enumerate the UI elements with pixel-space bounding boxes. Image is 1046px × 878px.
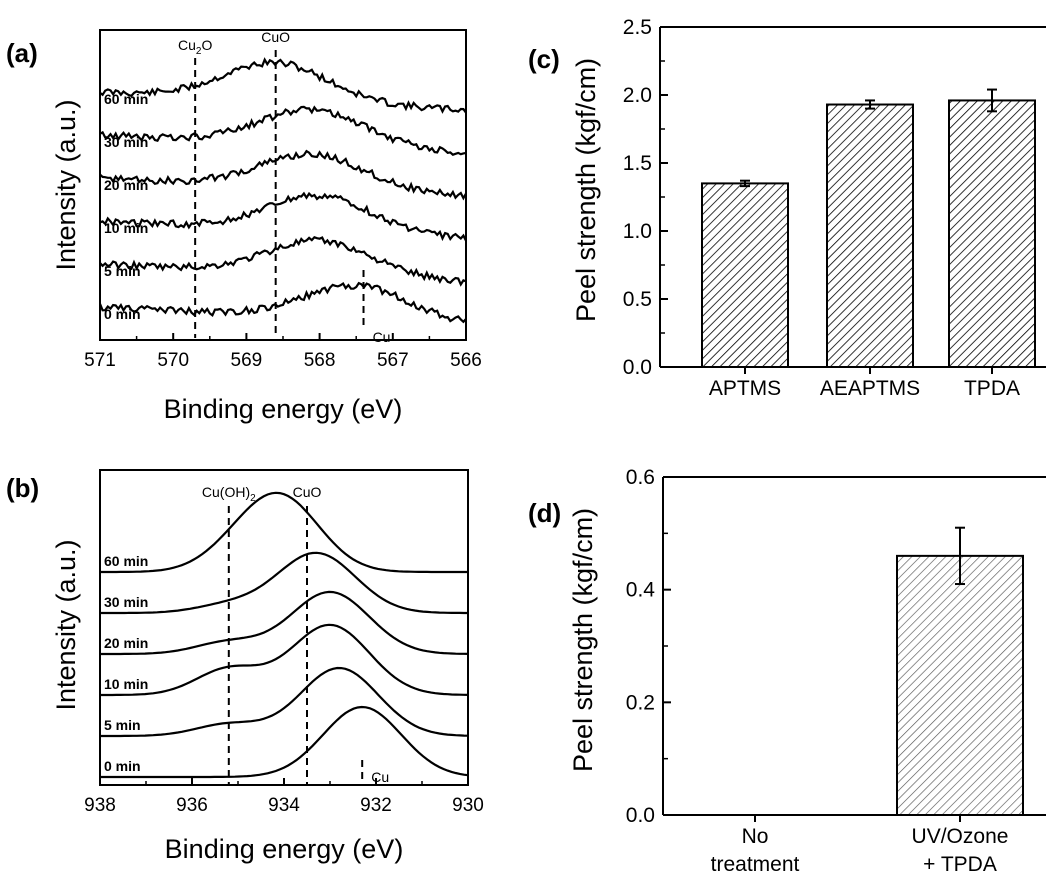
x-category-label: UV/Ozone: [912, 825, 1009, 848]
reference-label: Cu: [373, 329, 391, 345]
y-tick-label: 0.2: [626, 691, 655, 714]
panel-a-xps-o1s: (a) 571 570 569 568 567 566 Cu2O CuO Cu 60 min 3…: [6, 29, 482, 424]
series-label: 5 min: [104, 263, 141, 279]
spectrum-curve-60-min: [100, 491, 468, 574]
x-tick-label: 932: [360, 795, 392, 816]
x-tick-label: 571: [84, 350, 116, 371]
spectrum-curve-30-min: [100, 551, 468, 615]
panel-c-y-axis-title: Peel strength (kgf/cm): [571, 58, 601, 322]
spectrum-curve-30-min: [99, 105, 467, 156]
y-tick-label: 0.0: [626, 804, 655, 827]
reference-label: Cu(OH)2: [202, 484, 256, 504]
y-tick-label: 1.0: [623, 220, 652, 243]
x-tick-label: 566: [450, 350, 482, 371]
x-tick-label: 569: [231, 350, 263, 371]
spectrum-curve-10-min: [100, 623, 469, 697]
reference-label: Cu2O: [178, 37, 212, 57]
panel-a-label: (a): [6, 38, 38, 68]
spectrum-curve-5-min: [99, 236, 467, 287]
bar-2: [948, 99, 1036, 368]
x-category-label: AEAPTMS: [820, 377, 920, 400]
series-label: 60 min: [104, 553, 148, 569]
x-tick-label: 568: [304, 350, 336, 371]
panel-c-bar-chart: (c) 0.0 0.5 1.0 1.5 2.0 2.5 APTMS AEAPTMS TPDA P…: [528, 16, 1046, 400]
bar-1: [826, 103, 914, 369]
x-tick-label: 930: [452, 795, 484, 816]
y-tick-label: 0.0: [623, 356, 652, 379]
series-label: 60 min: [104, 91, 148, 107]
series-label: 20 min: [104, 177, 148, 193]
spectrum-curve-20-min: [100, 590, 469, 656]
panel-b-frame: [99, 469, 469, 786]
x-category-label: No: [742, 825, 769, 848]
series-label: 10 min: [104, 676, 148, 692]
bar-0: [701, 182, 789, 368]
series-label: 30 min: [104, 134, 148, 150]
y-tick-label: 0.4: [626, 579, 656, 602]
reference-label: CuO: [261, 29, 290, 45]
panel-b-y-axis-title: Intensity (a.u.): [51, 539, 81, 710]
panel-b-x-axis-title: Binding energy (eV): [165, 834, 404, 864]
panel-a-y-axis-title: Intensity (a.u.): [51, 99, 81, 270]
y-tick-label: 1.5: [623, 152, 652, 175]
series-label: 0 min: [104, 306, 141, 322]
panel-b-xps-cu2p: (b) 938 936 934 932 930 Cu(OH)2 CuO Cu 60 min 3…: [6, 469, 484, 864]
panel-a-x-axis-title: Binding energy (eV): [164, 394, 403, 424]
spectrum-curve-0-min: [100, 705, 469, 779]
panel-d-label: (d): [528, 498, 561, 528]
x-tick-label: 567: [377, 350, 409, 371]
spectrum-curve-10-min: [99, 191, 467, 242]
y-tick-label: 2.0: [623, 84, 652, 107]
reference-label: Cu: [371, 769, 389, 785]
series-label: 5 min: [104, 717, 141, 733]
spectrum-curve-0-min: [98, 281, 467, 324]
x-category-label: TPDA: [964, 377, 1020, 400]
x-category-label: APTMS: [709, 377, 781, 400]
panel-d-y-axis-title: Peel strength (kgf/cm): [568, 508, 598, 772]
spectrum-curve-5-min: [100, 666, 469, 738]
y-tick-label: 2.5: [623, 16, 652, 39]
x-tick-label: 936: [176, 795, 208, 816]
spectrum-curve-20-min: [99, 149, 467, 201]
bar-1: [896, 554, 1024, 816]
panel-b-label: (b): [6, 473, 39, 503]
y-tick-label: 0.6: [626, 466, 655, 489]
x-tick-label: 938: [84, 795, 116, 816]
spectrum-curve-60-min: [99, 57, 467, 114]
x-tick-label: 934: [268, 795, 300, 816]
panel-c-label: (c): [528, 44, 560, 74]
series-label: 20 min: [104, 635, 148, 651]
panel-d-bar-chart: (d) 0.0 0.2 0.4 0.6 No treatment UV/Ozone + TPD…: [528, 466, 1046, 876]
series-label: 30 min: [104, 594, 148, 610]
y-tick-label: 0.5: [623, 288, 652, 311]
x-category-label: + TPDA: [923, 853, 997, 876]
x-category-label: treatment: [711, 853, 800, 876]
x-tick-label: 570: [157, 350, 189, 371]
series-label: 10 min: [104, 220, 148, 236]
series-label: 0 min: [104, 758, 141, 774]
reference-label: CuO: [293, 484, 322, 500]
